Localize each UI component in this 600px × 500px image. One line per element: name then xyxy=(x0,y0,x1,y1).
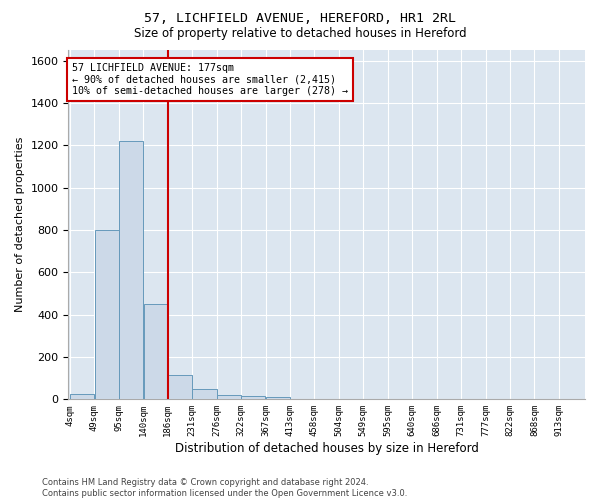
X-axis label: Distribution of detached houses by size in Hereford: Distribution of detached houses by size … xyxy=(175,442,479,455)
Y-axis label: Number of detached properties: Number of detached properties xyxy=(15,137,25,312)
Bar xyxy=(95,230,119,400)
Bar xyxy=(143,304,167,400)
Bar xyxy=(241,396,265,400)
Text: Contains HM Land Registry data © Crown copyright and database right 2024.
Contai: Contains HM Land Registry data © Crown c… xyxy=(42,478,407,498)
Text: 57, LICHFIELD AVENUE, HEREFORD, HR1 2RL: 57, LICHFIELD AVENUE, HEREFORD, HR1 2RL xyxy=(144,12,456,26)
Bar xyxy=(266,397,290,400)
Text: Size of property relative to detached houses in Hereford: Size of property relative to detached ho… xyxy=(134,28,466,40)
Bar xyxy=(193,388,217,400)
Bar xyxy=(168,375,192,400)
Bar xyxy=(70,394,94,400)
Bar xyxy=(119,141,143,400)
Bar xyxy=(217,395,241,400)
Text: 57 LICHFIELD AVENUE: 177sqm
← 90% of detached houses are smaller (2,415)
10% of : 57 LICHFIELD AVENUE: 177sqm ← 90% of det… xyxy=(71,62,347,96)
